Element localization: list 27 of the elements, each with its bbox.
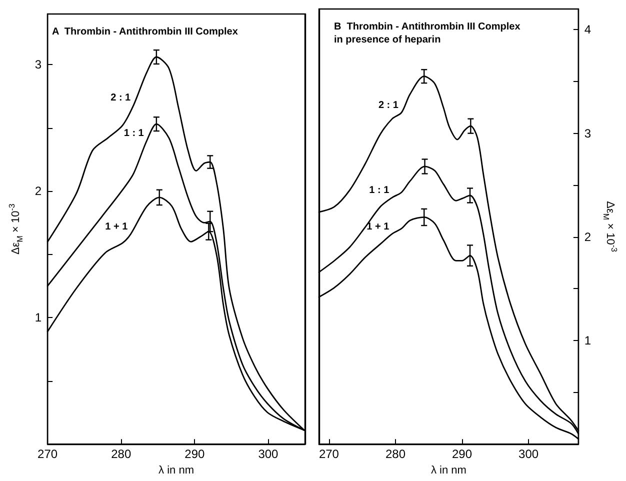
series-label: 1 : 1: [369, 185, 390, 196]
x-tick-label: 300: [258, 447, 279, 462]
y-tick-label: 1: [34, 310, 42, 325]
series-label: 1 : 1: [124, 128, 144, 139]
x-axis-title: λ in nm: [158, 464, 194, 476]
y2-tick-label: 3: [584, 126, 592, 140]
y2-axis-title: ΔεM × 10-3: [602, 201, 618, 252]
y2-tick-label: 2: [584, 230, 592, 244]
x-tick-label: 300: [518, 447, 539, 462]
x-tick-label: 270: [318, 447, 340, 462]
y2-tick-label: 4: [584, 22, 592, 37]
series-label: 2 : 1: [378, 100, 399, 112]
text: in presence of heparin: [334, 34, 441, 46]
x-tick-label: 270: [38, 447, 58, 462]
text: A Thrombin - Antithrombin III Complex: [52, 26, 238, 38]
series-label: 2 : 1: [110, 92, 132, 104]
x-tick-label: 290: [184, 447, 206, 462]
y2-tick-label: 1: [584, 334, 592, 348]
y-tick-label: 3: [34, 58, 42, 72]
y-axis-title: ΔεM × 10-3: [8, 203, 24, 254]
x-axis-title: λ in nm: [430, 464, 466, 476]
y-tick-label: 2: [34, 184, 42, 198]
x-tick-label: 290: [452, 447, 472, 462]
series-label: 1 + 1: [105, 222, 128, 233]
x-tick-label: 280: [111, 447, 132, 462]
x-tick-label: 280: [385, 447, 406, 462]
text: B Thrombin - Antithrombin III Complex: [334, 22, 521, 32]
